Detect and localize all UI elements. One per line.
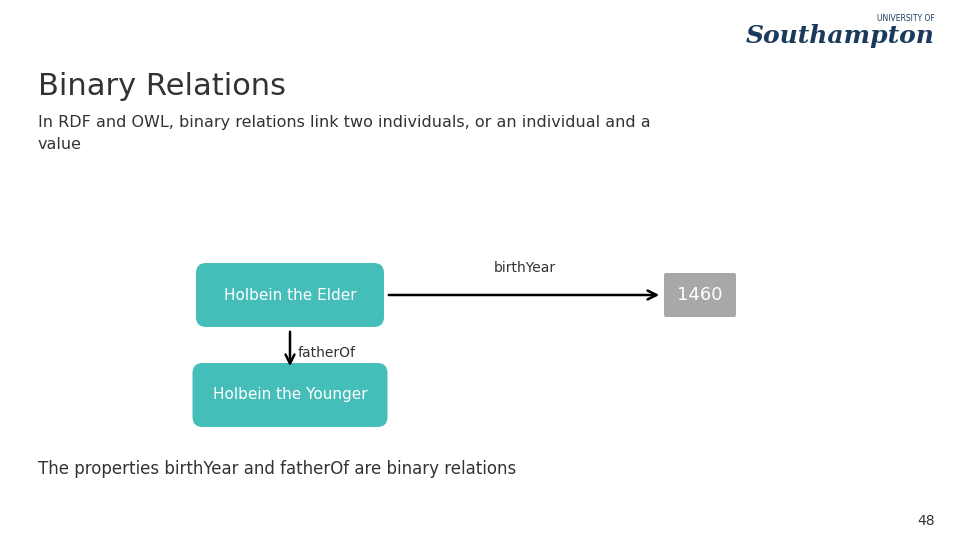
Text: birthYear: birthYear [494,261,556,275]
Text: 48: 48 [918,514,935,528]
Text: Southampton: Southampton [746,24,935,48]
Text: fatherOf: fatherOf [298,346,356,360]
FancyBboxPatch shape [193,363,388,427]
FancyBboxPatch shape [664,273,736,317]
Text: The properties birthYear and fatherOf are binary relations: The properties birthYear and fatherOf ar… [38,460,516,478]
Text: UNIVERSITY OF: UNIVERSITY OF [877,14,935,23]
FancyBboxPatch shape [196,263,384,327]
Text: Holbein the Younger: Holbein the Younger [213,388,368,402]
Text: Holbein the Elder: Holbein the Elder [224,287,356,302]
Text: In RDF and OWL, binary relations link two individuals, or an individual and a
va: In RDF and OWL, binary relations link tw… [38,115,651,152]
Text: 1460: 1460 [677,286,723,304]
Text: Binary Relations: Binary Relations [38,72,286,101]
